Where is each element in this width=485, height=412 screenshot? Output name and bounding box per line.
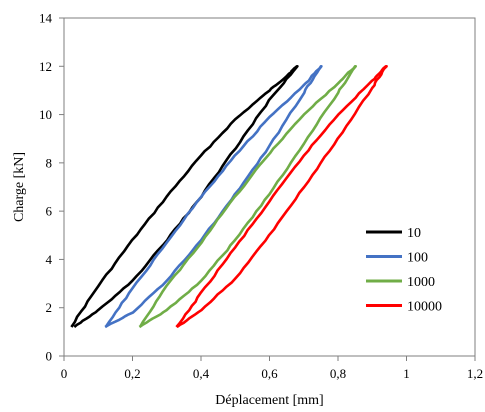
series-line-100 (104, 65, 323, 329)
legend-label-1000: 1000 (407, 275, 435, 290)
y-tick-label: 4 (46, 252, 53, 267)
series-line-1000 (138, 65, 357, 329)
y-tick-label: 2 (46, 300, 53, 315)
x-axis-label: Déplacement [mm] (215, 393, 323, 408)
series-line-10000 (175, 65, 388, 329)
legend-label-10: 10 (407, 226, 421, 241)
legend-label-10000: 10000 (407, 300, 442, 315)
x-tick-label: 1,2 (467, 366, 483, 381)
x-tick-label: 0 (61, 366, 68, 381)
y-tick-label: 14 (39, 11, 53, 26)
y-axis-label: Charge [kN] (12, 152, 27, 222)
y-tick-label: 0 (46, 349, 53, 364)
series-line-10 (70, 65, 299, 328)
series-100 (104, 65, 323, 329)
x-tick-label: 0,4 (193, 366, 210, 381)
y-tick-label: 6 (46, 204, 53, 219)
y-tick-label: 8 (46, 155, 53, 170)
y-tick-label: 10 (39, 107, 52, 122)
x-tick-label: 1 (403, 366, 410, 381)
y-tick-label: 12 (39, 59, 52, 74)
x-tick-label: 0,2 (124, 366, 140, 381)
legend-label-100: 100 (407, 251, 428, 266)
x-tick-label: 0,6 (261, 366, 278, 381)
x-tick-label: 0,8 (330, 366, 346, 381)
series-1000 (138, 65, 357, 329)
legend: 10 100 1000 10000 (366, 226, 442, 315)
series-10000 (175, 65, 388, 329)
series-10 (70, 65, 299, 328)
series-lines (70, 65, 388, 329)
axis-ticks: 0 0,2 0,4 0,6 0,8 1 1,2 0 2 4 6 8 10 12 14 (39, 11, 483, 382)
